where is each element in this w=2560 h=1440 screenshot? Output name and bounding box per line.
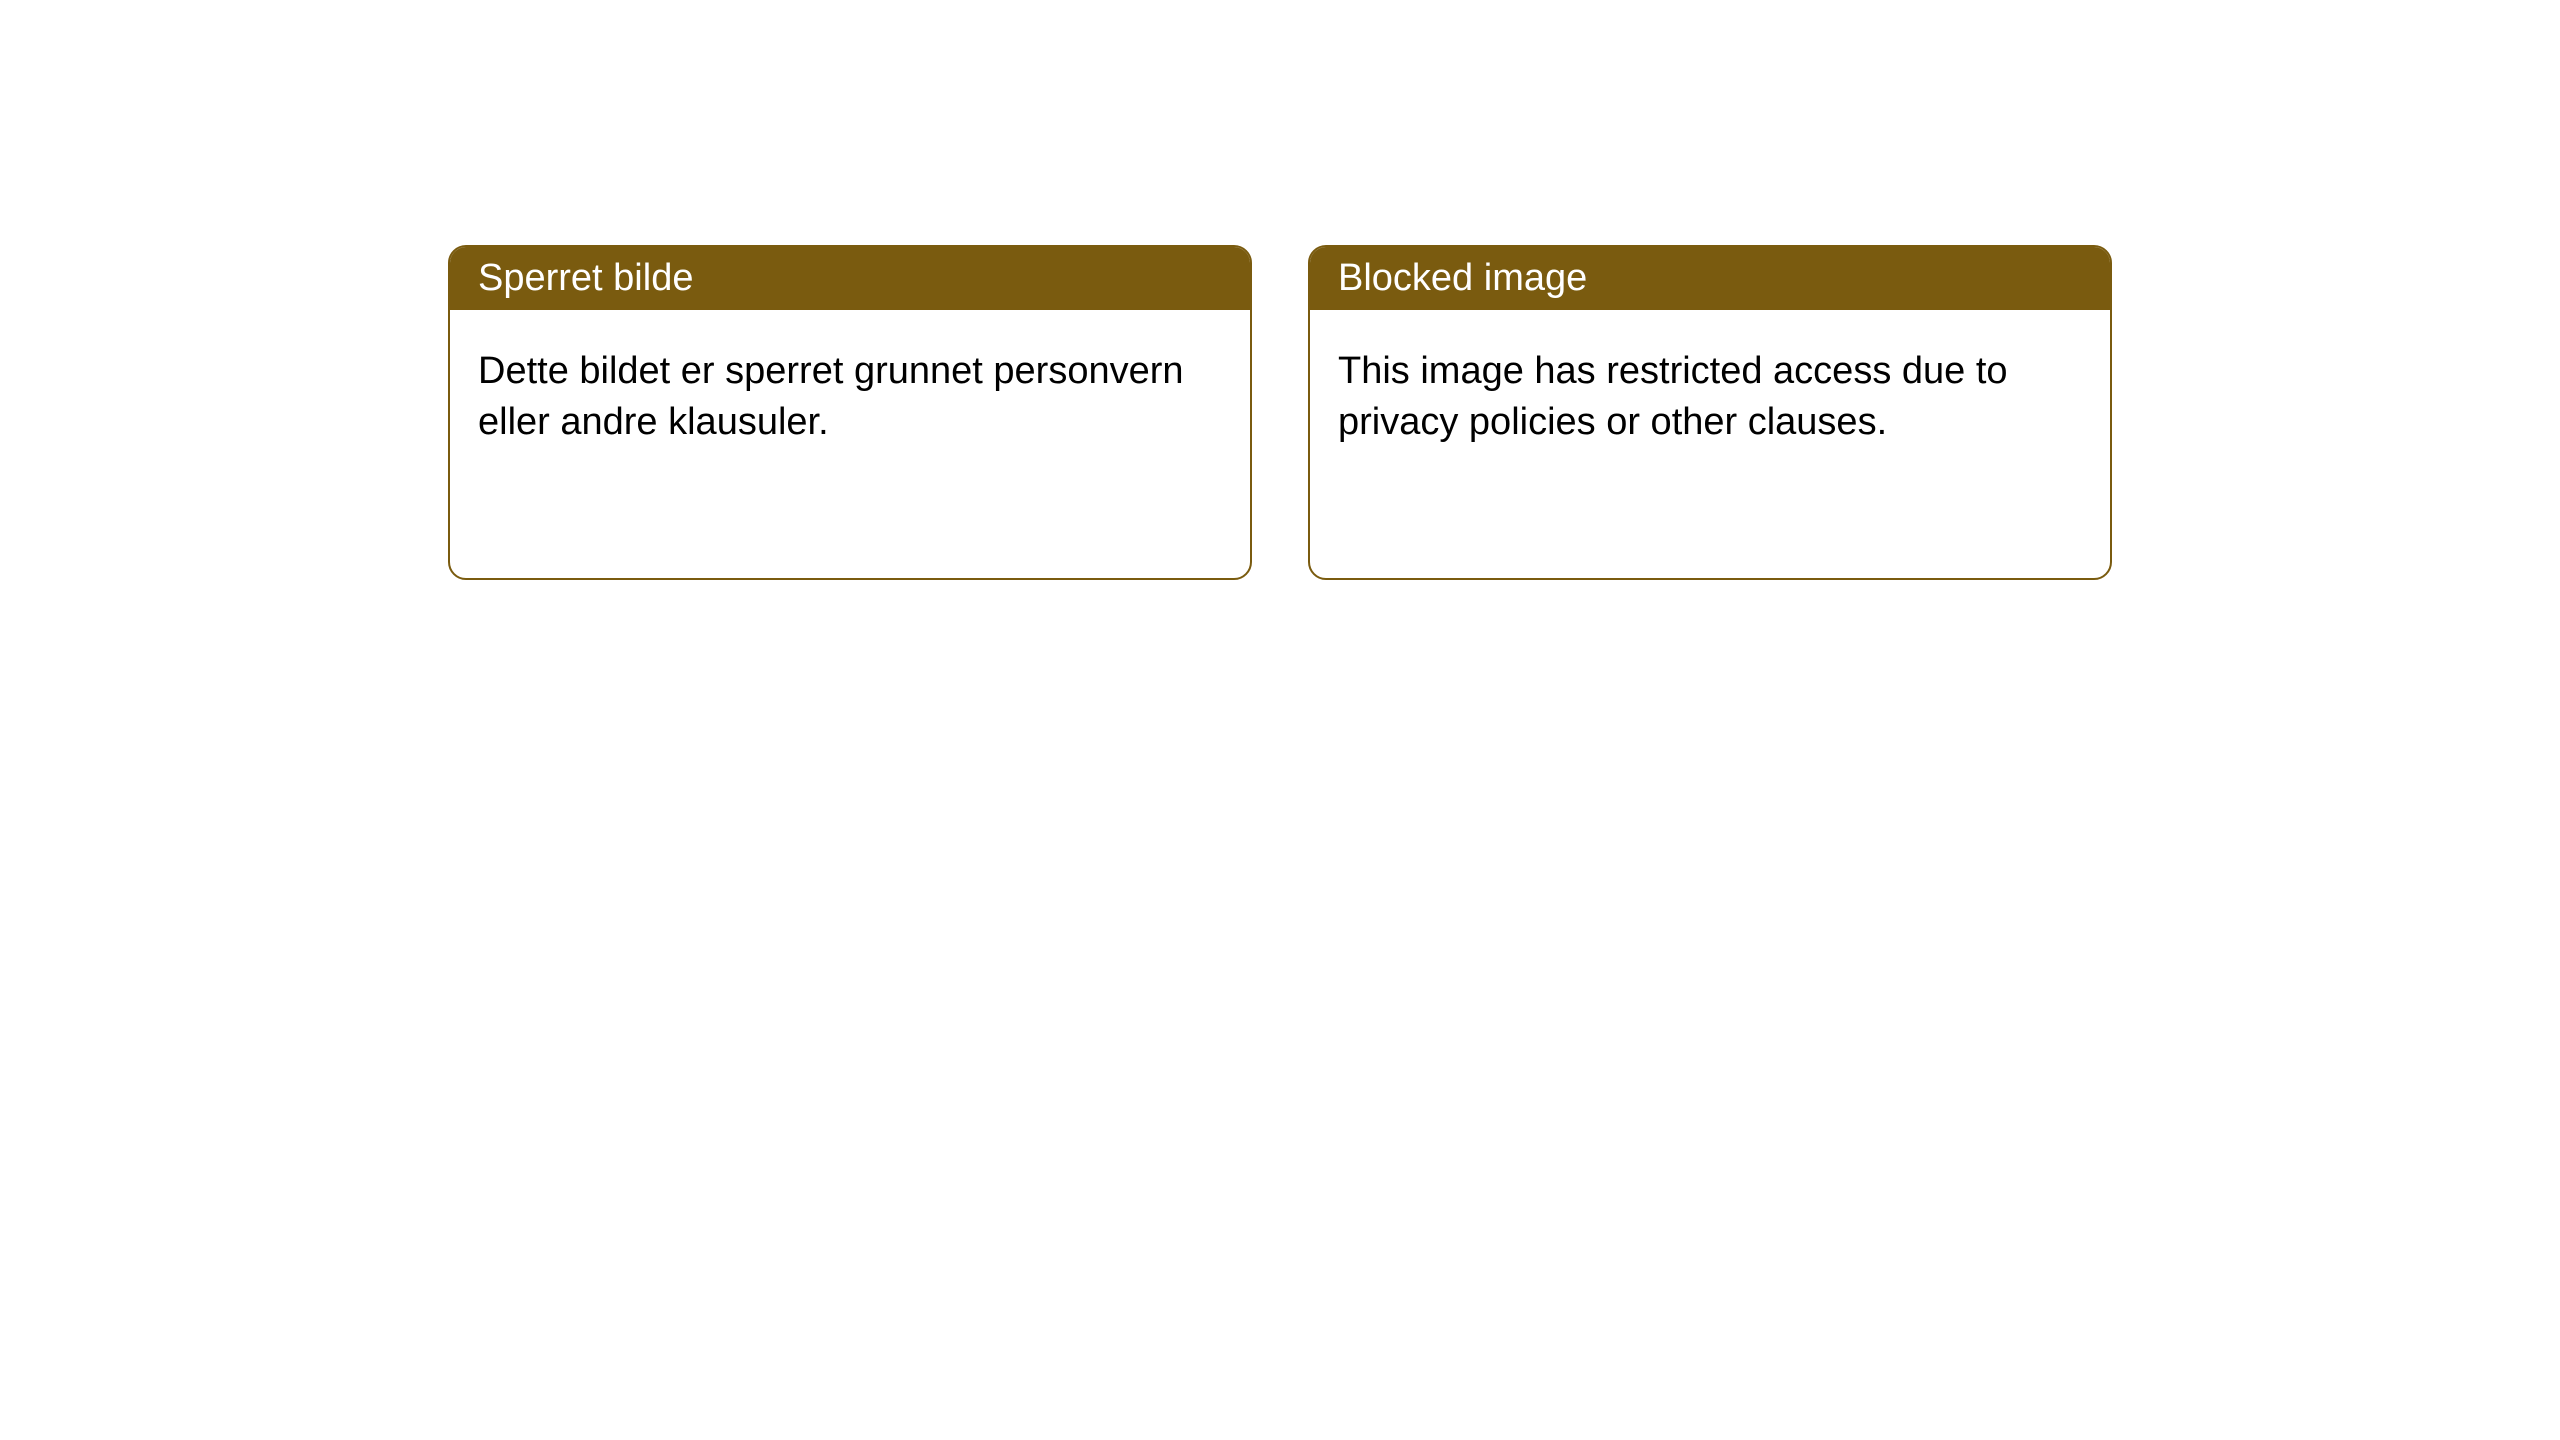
panel-header-english: Blocked image: [1310, 247, 2110, 310]
panel-english: Blocked image This image has restricted …: [1308, 245, 2112, 580]
panel-body-english: This image has restricted access due to …: [1310, 310, 2110, 485]
panel-header-norwegian: Sperret bilde: [450, 247, 1250, 310]
panels-container: Sperret bilde Dette bildet er sperret gr…: [0, 0, 2560, 580]
panel-body-norwegian: Dette bildet er sperret grunnet personve…: [450, 310, 1250, 485]
panel-norwegian: Sperret bilde Dette bildet er sperret gr…: [448, 245, 1252, 580]
